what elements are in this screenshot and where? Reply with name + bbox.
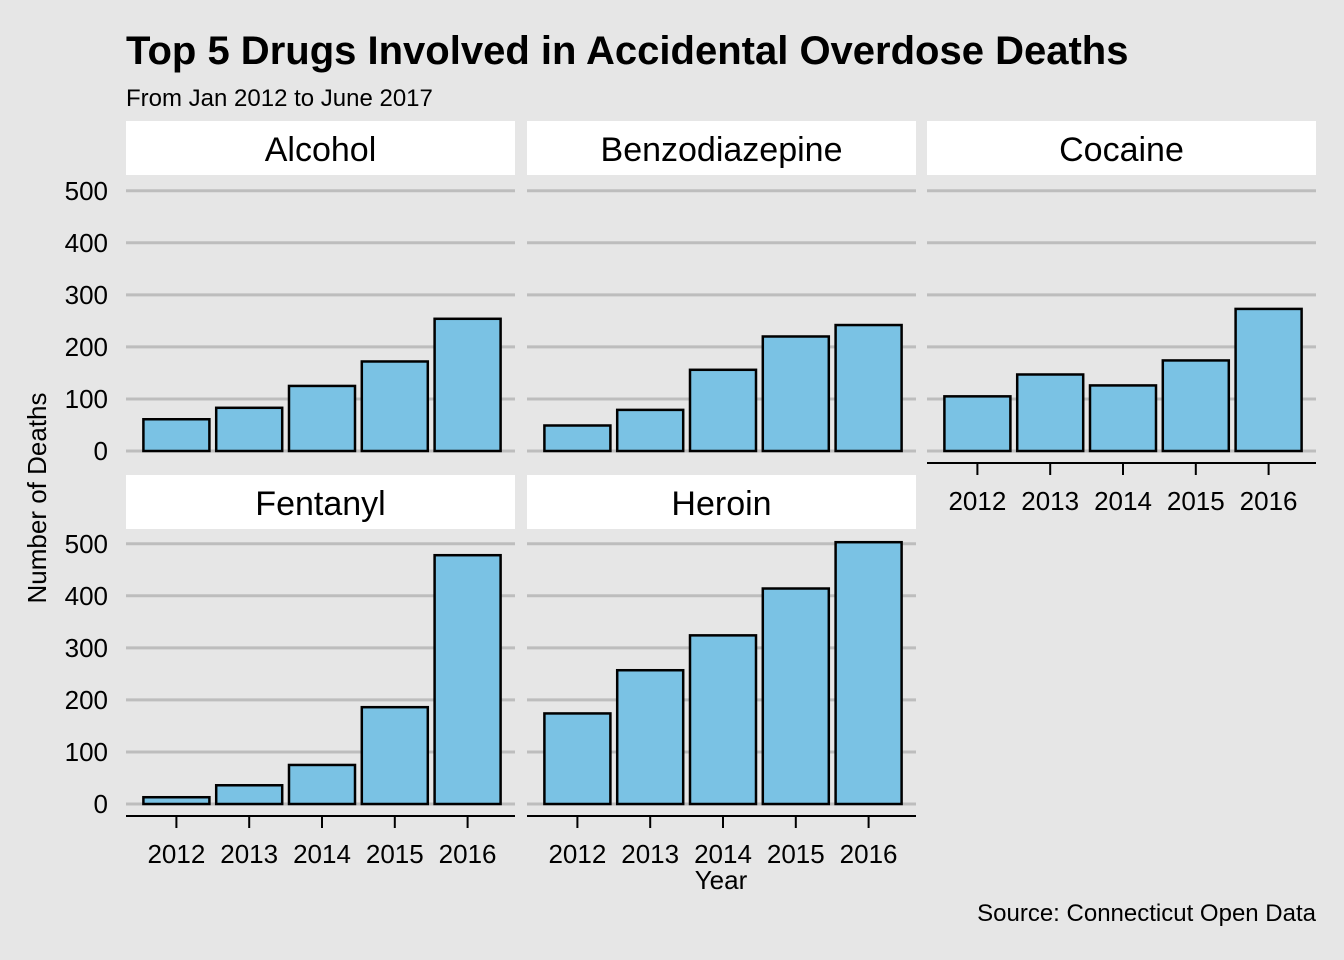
x-tick-label: 2015	[1167, 486, 1225, 516]
bar-fentanyl-2016	[433, 553, 502, 806]
bar-fentanyl-2012	[142, 795, 211, 806]
x-tick-label: 2015	[366, 839, 424, 869]
facet-strip-label: Benzodiazepine	[601, 131, 843, 169]
y-tick-label: 100	[65, 737, 108, 767]
y-tick-label: 0	[94, 789, 108, 819]
bar-alcohol-2015	[360, 360, 430, 453]
bar-fentanyl-2013	[214, 784, 284, 806]
bar-benzodiazepine-2016	[834, 323, 903, 453]
y-tick-label: 200	[65, 685, 108, 715]
x-tick-label: 2014	[1094, 486, 1152, 516]
chart-title: Top 5 Drugs Involved in Accidental Overd…	[126, 29, 1128, 73]
facet-strip-label: Heroin	[671, 485, 771, 523]
x-tick-label: 2014	[694, 839, 752, 869]
facet-strip-label: Cocaine	[1059, 131, 1184, 169]
bar-benzodiazepine-2013	[615, 408, 685, 453]
bar-alcohol-2012	[142, 417, 211, 453]
bar-heroin-2016	[834, 540, 903, 806]
y-tick-label: 0	[94, 436, 108, 466]
x-tick-label: 2014	[293, 839, 351, 869]
bar-benzodiazepine-2014	[688, 368, 758, 453]
facet-strip-label: Fentanyl	[255, 485, 385, 523]
x-tick-label: 2016	[1240, 486, 1298, 516]
bar-alcohol-2013	[214, 406, 284, 453]
facet-panels: Alcohol 0 100 200 300 400 500 Benzodiazepine Coc…	[65, 121, 1316, 869]
x-tick-label: 2015	[767, 839, 825, 869]
x-tick-label: 2013	[220, 839, 278, 869]
bar-fentanyl-2015	[360, 705, 430, 806]
x-tick-label: 2013	[621, 839, 679, 869]
bar-heroin-2015	[761, 587, 831, 806]
x-tick-label: 2016	[439, 839, 497, 869]
bar-cocaine-2016	[1234, 307, 1303, 453]
facet-strip	[927, 121, 1316, 175]
y-tick-label: 400	[65, 581, 108, 611]
bar-heroin-2014	[688, 634, 758, 806]
bar-cocaine-2013	[1015, 373, 1085, 453]
facet-fentanyl: Fentanyl 0 100 200 300 400 500 2012 2013 2014 2015…	[65, 475, 515, 869]
y-tick-label: 300	[65, 633, 108, 663]
y-tick-label: 100	[65, 384, 108, 414]
bar-heroin-2012	[543, 712, 612, 806]
chart-subtitle: From Jan 2012 to June 2017	[126, 85, 433, 112]
bar-alcohol-2016	[433, 317, 502, 453]
source-caption: Source: Connecticut Open Data	[977, 900, 1317, 927]
x-tick-label: 2016	[840, 839, 898, 869]
x-tick-label: 2012	[548, 839, 606, 869]
bar-cocaine-2012	[943, 395, 1012, 453]
facet-strip	[527, 121, 916, 175]
facet-strip	[126, 475, 515, 529]
bar-cocaine-2015	[1161, 359, 1231, 453]
x-tick-label: 2012	[147, 839, 205, 869]
bar-cocaine-2014	[1088, 384, 1158, 453]
bar-heroin-2013	[615, 668, 685, 806]
y-tick-label: 300	[65, 280, 108, 310]
bar-fentanyl-2014	[287, 763, 357, 806]
bar-benzodiazepine-2012	[543, 424, 612, 453]
y-tick-label: 500	[65, 176, 108, 206]
y-axis-title: Number of Deaths	[22, 393, 52, 604]
x-tick-label: 2012	[948, 486, 1006, 516]
bar-alcohol-2014	[287, 384, 357, 453]
facet-strip-label: Alcohol	[265, 131, 377, 169]
facet-alcohol: Alcohol 0 100 200 300 400 500	[65, 121, 515, 466]
facet-benzodiazepine: Benzodiazepine	[527, 121, 916, 453]
facet-heroin: Heroin 2012 2013 2014 2015 2016	[527, 475, 916, 869]
x-tick-label: 2013	[1021, 486, 1079, 516]
facet-cocaine: Cocaine 2012 2013 2014 2015 2016	[927, 121, 1316, 516]
facet-strip	[126, 121, 515, 175]
y-tick-label: 400	[65, 228, 108, 258]
y-tick-label: 200	[65, 332, 108, 362]
y-tick-label: 500	[65, 529, 108, 559]
x-axis-title: Year	[695, 865, 748, 895]
bar-benzodiazepine-2015	[761, 335, 831, 453]
facet-strip	[527, 475, 916, 529]
